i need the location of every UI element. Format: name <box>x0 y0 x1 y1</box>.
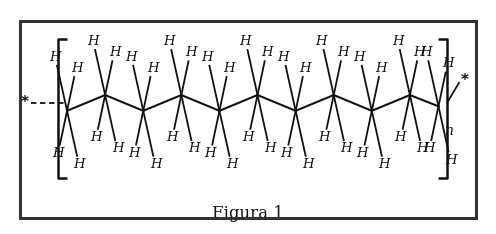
Text: H: H <box>240 35 251 48</box>
Text: H: H <box>340 142 352 155</box>
Text: H: H <box>112 142 124 155</box>
Text: H: H <box>302 158 314 171</box>
Text: H: H <box>354 51 365 63</box>
Text: H: H <box>185 46 196 59</box>
Text: H: H <box>318 131 330 144</box>
Text: H: H <box>300 62 311 75</box>
Text: H: H <box>395 131 406 144</box>
Text: H: H <box>125 51 136 63</box>
Text: H: H <box>423 142 434 155</box>
Text: H: H <box>163 35 175 48</box>
Text: H: H <box>204 147 216 160</box>
Text: H: H <box>375 62 387 75</box>
Text: H: H <box>166 131 178 144</box>
Text: H: H <box>223 62 235 75</box>
Text: H: H <box>52 147 63 160</box>
Text: H: H <box>357 147 368 160</box>
Text: H: H <box>392 35 403 48</box>
Text: H: H <box>188 142 199 155</box>
Text: Figura 1: Figura 1 <box>212 205 284 222</box>
Text: H: H <box>147 62 159 75</box>
Text: H: H <box>277 51 289 63</box>
Text: H: H <box>226 158 238 171</box>
Text: H: H <box>74 158 85 171</box>
Text: H: H <box>337 46 349 59</box>
Text: H: H <box>150 158 161 171</box>
Text: n: n <box>444 124 453 138</box>
Text: H: H <box>90 131 101 144</box>
Text: H: H <box>49 51 61 63</box>
Text: H: H <box>417 142 428 155</box>
Text: H: H <box>201 51 213 63</box>
Text: H: H <box>315 35 327 48</box>
Text: *: * <box>461 73 469 88</box>
Text: H: H <box>242 131 254 144</box>
Text: H: H <box>420 46 432 59</box>
Text: H: H <box>71 62 82 75</box>
Text: H: H <box>414 46 425 59</box>
Text: H: H <box>378 158 390 171</box>
Text: H: H <box>109 46 121 59</box>
Text: H: H <box>128 147 139 160</box>
Text: H: H <box>280 147 292 160</box>
Text: *: * <box>20 95 28 110</box>
Text: H: H <box>261 46 273 59</box>
Text: H: H <box>87 35 99 48</box>
Text: H: H <box>445 154 457 167</box>
Text: H: H <box>264 142 276 155</box>
Text: H: H <box>442 57 454 70</box>
